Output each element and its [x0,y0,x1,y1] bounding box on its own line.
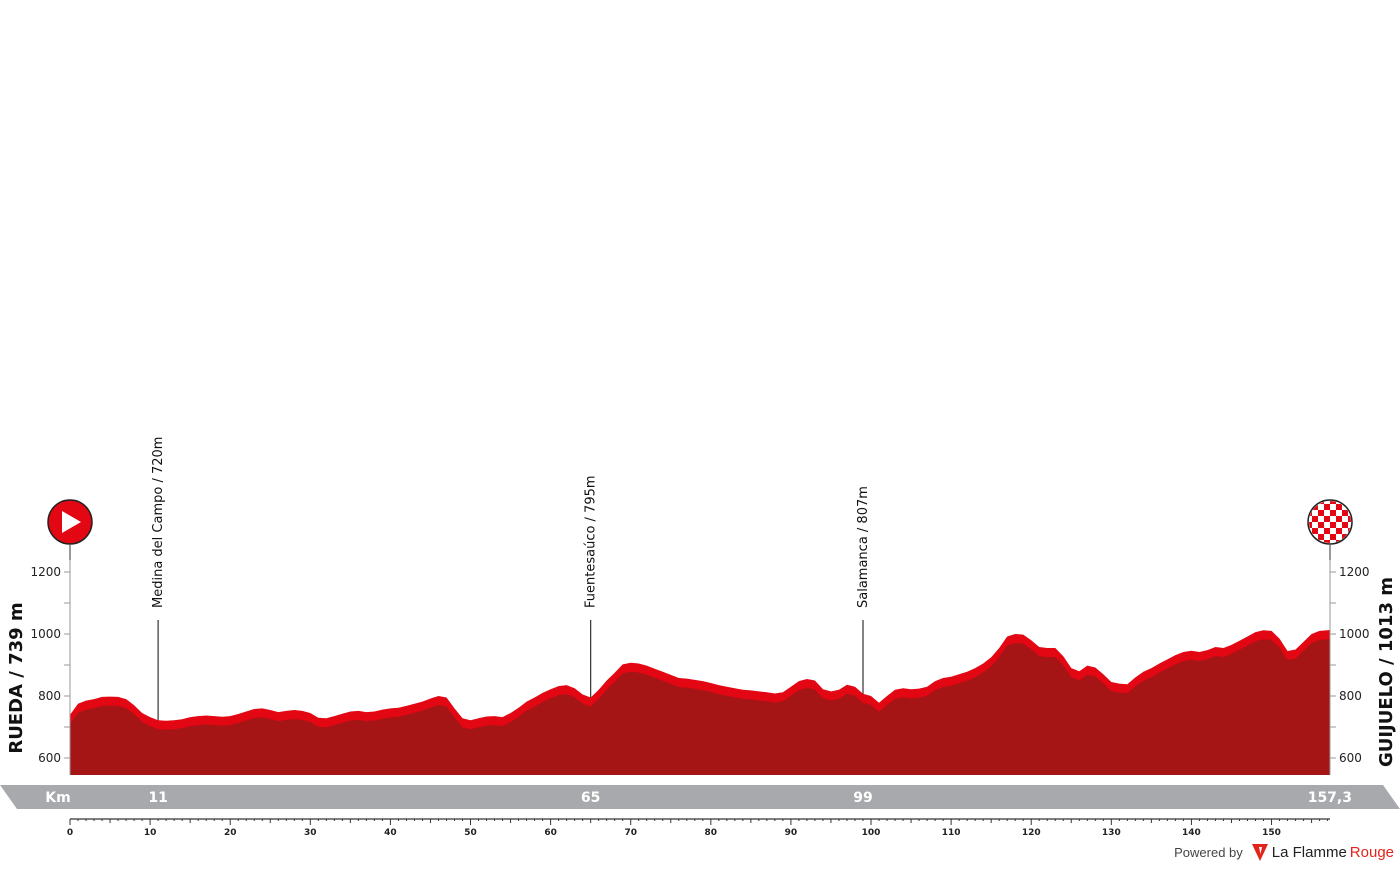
km-band-total: 157,3 [1308,790,1352,806]
km-tick-label: 90 [785,828,798,838]
checker-square [1312,528,1318,534]
marker-label: Medina del Campo / 720m [151,437,166,608]
km-band-bar [0,785,1400,809]
checker-square [1336,528,1342,534]
checker-square [1324,516,1330,522]
checker-square [1336,516,1342,522]
checker-square [1330,522,1336,528]
town-marker-labels: Medina del Campo / 720m Fuentesaúco / 795… [151,437,871,608]
km-tick-label: 30 [304,828,317,838]
km-band-marker: 99 [853,790,872,806]
km-tick-label: 50 [464,828,477,838]
checker-square [1309,534,1312,540]
marker-label: Salamanca / 807m [856,486,871,608]
km-band-marker: 11 [148,790,167,806]
checker-square [1318,534,1324,540]
km-tick-label: 80 [705,828,718,838]
checker-square [1330,501,1336,504]
km-tick-label: 70 [624,828,637,838]
km-tick-label: 100 [862,828,881,838]
km-tick-label: 150 [1262,828,1281,838]
checker-square [1348,540,1351,543]
start-label: RUEDA / 739 m [6,602,27,753]
checker-square [1324,540,1330,543]
y-tick-label-right: 600 [1339,751,1362,765]
checker-square [1324,504,1330,510]
km-tick-label: 40 [384,828,397,838]
y-tick-label-right: 1000 [1339,627,1370,641]
checker-square [1342,501,1348,504]
km-band-marker: 65 [581,790,600,806]
marker-label: Fuentesaúco / 795m [584,475,599,608]
y-tick-label-left: 600 [38,751,61,765]
brand-logo: La Flamme Rouge [1251,842,1394,862]
checker-square [1330,534,1336,540]
start-finish-endpoints: RUEDA / 739 m GUIJUELO / 1013 m [6,499,1397,767]
checker-square [1309,522,1312,528]
km-band: Km 11 65 99 157,3 [0,785,1400,809]
km-tick-label: 140 [1182,828,1201,838]
km-tick-label: 10 [144,828,157,838]
km-tick-label: 60 [544,828,557,838]
checker-square [1312,516,1318,522]
km-band-label: Km [45,790,70,806]
checker-square [1342,522,1348,528]
checker-square [1309,501,1312,504]
y-tick-label-left: 1200 [30,565,61,579]
finish-label: GUIJUELO / 1013 m [1376,577,1397,767]
y-tick-label-right: 800 [1339,689,1362,703]
checker-square [1324,528,1330,534]
km-tick-label: 110 [942,828,961,838]
checker-square [1348,504,1351,510]
y-tick-label-left: 800 [38,689,61,703]
km-tick-label: 120 [1022,828,1041,838]
km-axis: 0 10 20 30 40 50 60 70 80 90 100 110 120 130 140 150 [67,818,1330,838]
checkered-flag-icon [1309,501,1351,543]
checker-square [1318,522,1324,528]
checker-square [1348,516,1351,522]
powered-by-text: Powered by [1174,844,1243,860]
checker-square [1312,540,1318,543]
powered-by-credit: Powered by La Flamme Rouge [1174,842,1394,862]
y-tick-label-left: 1000 [30,627,61,641]
km-tick-label: 20 [224,828,237,838]
brand-name-second: Rouge [1349,843,1394,861]
brand-name-first: La Flamme [1271,843,1347,861]
checker-square [1330,510,1336,516]
elevation-profile-area [70,639,1330,775]
flame-rouge-logo-icon [1251,844,1268,861]
km-tick-label: 0 [67,828,73,838]
elevation-axes: 600 600 800 800 1000 1000 1200 1200 [30,540,1370,775]
checker-square [1342,510,1348,516]
play-icon [62,511,81,533]
km-tick-label: 130 [1102,828,1121,838]
checker-square [1336,504,1342,510]
checker-square [1318,510,1324,516]
y-tick-label-right: 1200 [1339,565,1370,579]
